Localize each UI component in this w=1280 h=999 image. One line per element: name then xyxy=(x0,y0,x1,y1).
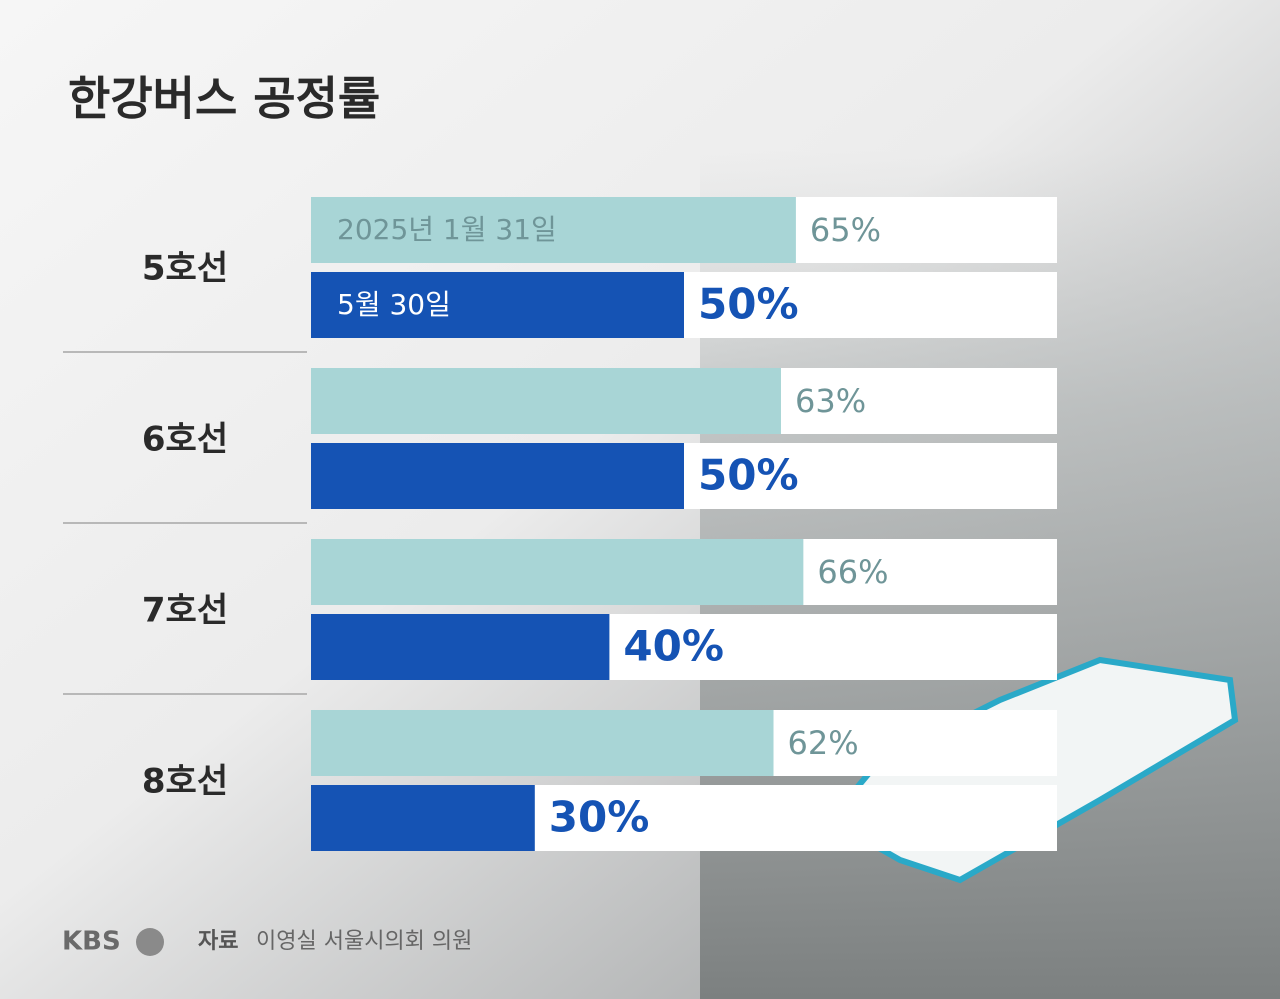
value-label: 40% xyxy=(623,622,724,671)
value-label: 66% xyxy=(817,553,888,591)
bar xyxy=(311,785,535,851)
value-label: 63% xyxy=(795,382,866,420)
source-label: 자료 xyxy=(198,929,238,954)
bar xyxy=(311,710,774,776)
bar xyxy=(311,539,804,605)
bar xyxy=(311,443,684,509)
value-label: 50% xyxy=(698,280,799,329)
logo-mark xyxy=(136,928,164,956)
category-label: 6호선 xyxy=(142,420,228,460)
value-label: 30% xyxy=(549,793,650,842)
category-label: 7호선 xyxy=(142,591,228,631)
logo: KBS xyxy=(62,927,121,957)
source: 이영실 서울시의회 의원 xyxy=(256,929,472,954)
chart-title: 한강버스 공정률 xyxy=(68,72,380,126)
bar xyxy=(311,272,684,338)
value-label: 50% xyxy=(698,451,799,500)
bar xyxy=(311,614,610,680)
value-label: 65% xyxy=(810,211,881,249)
legend-label: 2025년 1월 31일 xyxy=(337,213,557,246)
category-label: 5호선 xyxy=(142,249,228,289)
bar xyxy=(311,368,781,434)
bar xyxy=(311,197,796,263)
category-label: 8호선 xyxy=(142,762,228,802)
value-label: 62% xyxy=(788,724,859,762)
legend-label: 5월 30일 xyxy=(337,288,451,321)
